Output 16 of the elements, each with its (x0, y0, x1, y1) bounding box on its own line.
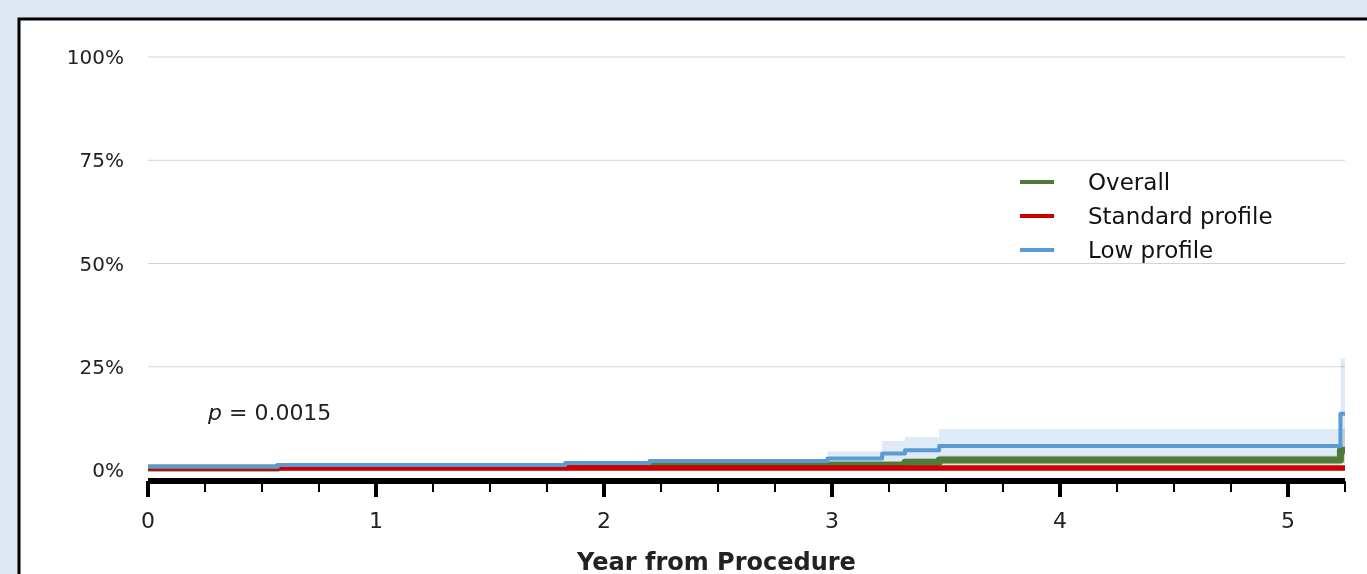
x-tick-label: 4 (1053, 508, 1067, 533)
x-tick-label: 2 (597, 508, 611, 533)
x-tick-label: 1 (369, 508, 383, 533)
legend-label: Standard profile (1088, 203, 1273, 230)
x-tick-label: 5 (1281, 508, 1295, 533)
x-tick-label: 0 (141, 508, 155, 533)
x-tick-label: 3 (825, 508, 839, 533)
y-tick-label: 0% (92, 458, 124, 482)
y-tick-label: 50% (79, 251, 124, 276)
y-tick-label: 100% (66, 45, 124, 69)
y-tick-label: 25% (79, 354, 124, 379)
x-axis-title: Year from Procedure (576, 548, 856, 574)
legend-label: Overall (1088, 169, 1171, 196)
annotation: p = 0.0015 (207, 400, 332, 425)
y-tick-label: 75% (79, 148, 124, 173)
legend-label: Low profile (1088, 237, 1214, 264)
